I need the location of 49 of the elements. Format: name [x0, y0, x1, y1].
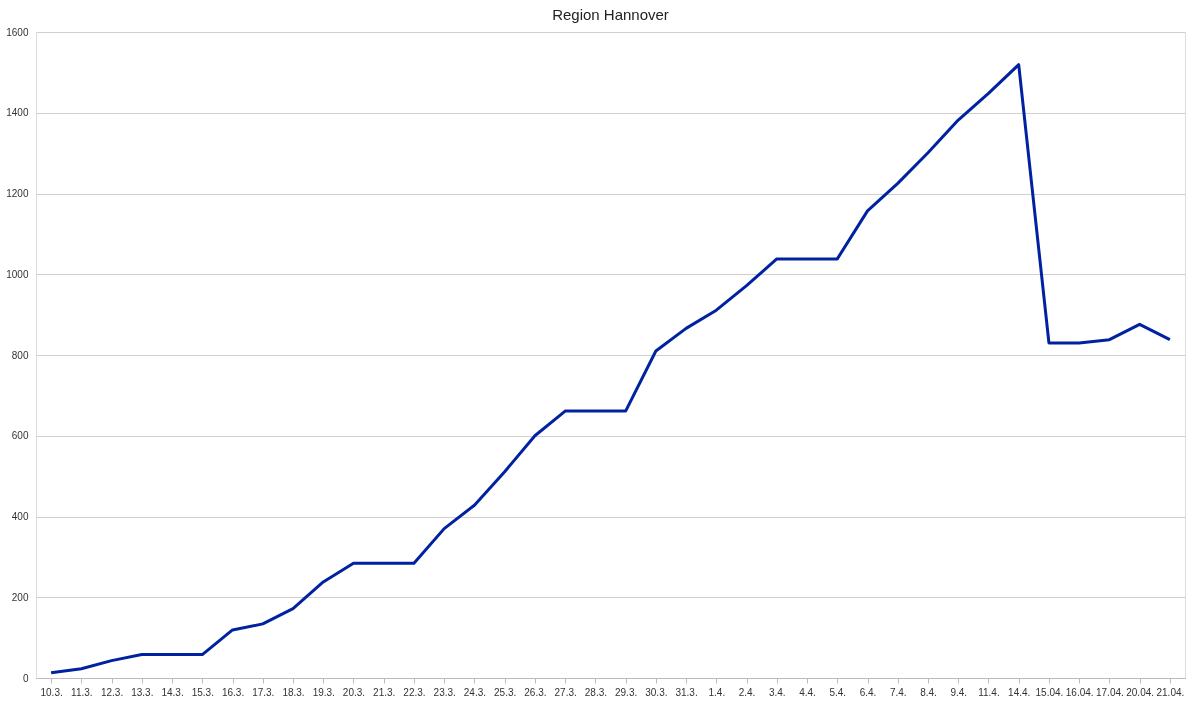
x-tick-label: 15.3.	[191, 686, 214, 698]
x-tick-label: 14.4.	[1008, 686, 1031, 698]
x-tick-label: 31.3.	[675, 686, 698, 698]
x-tick-label: 29.3.	[614, 686, 638, 698]
x-tick-label: 6.4.	[859, 686, 877, 698]
x-tick-label: 20.3.	[342, 686, 366, 698]
x-tick-label: 30.3.	[645, 686, 668, 698]
x-tick-label: 15.04.	[1035, 686, 1064, 698]
x-tick-label: 8.4.	[920, 686, 937, 698]
x-tick-label: 26.3.	[524, 686, 547, 698]
x-tick-label: 20.04.	[1126, 686, 1155, 698]
x-tick-label: 19.3.	[312, 686, 335, 698]
x-tick-label: 5.4.	[829, 686, 847, 698]
x-tick-label: 21.04.	[1156, 686, 1185, 698]
chart-title: Region Hannover	[552, 6, 669, 23]
x-tick-label: 25.3.	[494, 686, 517, 698]
x-tick-label: 11.3.	[71, 686, 93, 698]
x-tick-label: 21.3.	[373, 686, 396, 698]
x-tick-label: 18.3.	[282, 686, 305, 698]
x-tick-label: 23.3.	[433, 686, 456, 698]
y-tick-label: 1400	[6, 107, 29, 119]
x-tick-label: 17.04.	[1096, 686, 1124, 698]
x-tick-label: 16.04.	[1065, 686, 1094, 698]
x-tick-label: 16.3.	[221, 686, 245, 698]
y-tick-label: 600	[11, 430, 29, 442]
x-tick-label: 17.3.	[252, 686, 275, 698]
x-tick-label: 14.3.	[161, 686, 184, 698]
y-tick-label: 1600	[6, 26, 29, 38]
x-tick-label: 10.3.	[40, 686, 63, 698]
x-tick-label: 11.4.	[978, 686, 1000, 698]
x-tick-label: 13.3.	[131, 686, 154, 698]
x-tick-label: 12.3.	[100, 686, 124, 698]
x-tick-label: 9.4.	[950, 686, 968, 698]
y-tick-label: 800	[11, 349, 29, 361]
x-tick-label: 3.4.	[768, 686, 786, 698]
x-tick-label: 7.4.	[889, 686, 907, 698]
y-tick-label: 1000	[6, 268, 29, 280]
line-series	[49, 63, 1172, 675]
x-tick-label: 28.3.	[584, 686, 608, 698]
x-tick-label: 22.3.	[403, 686, 426, 698]
y-tick-label: 1200	[6, 188, 29, 199]
x-tick-label: 27.3.	[554, 686, 577, 698]
y-tick-label: 200	[11, 591, 29, 603]
y-tick-label: 400	[11, 511, 29, 522]
y-tick-label: 0	[22, 672, 29, 684]
x-tick-label: 1.4.	[708, 686, 726, 698]
x-tick-label: 24.3.	[463, 686, 487, 698]
x-tick-label: 4.4.	[799, 686, 816, 698]
x-tick-label: 2.4.	[738, 686, 756, 698]
